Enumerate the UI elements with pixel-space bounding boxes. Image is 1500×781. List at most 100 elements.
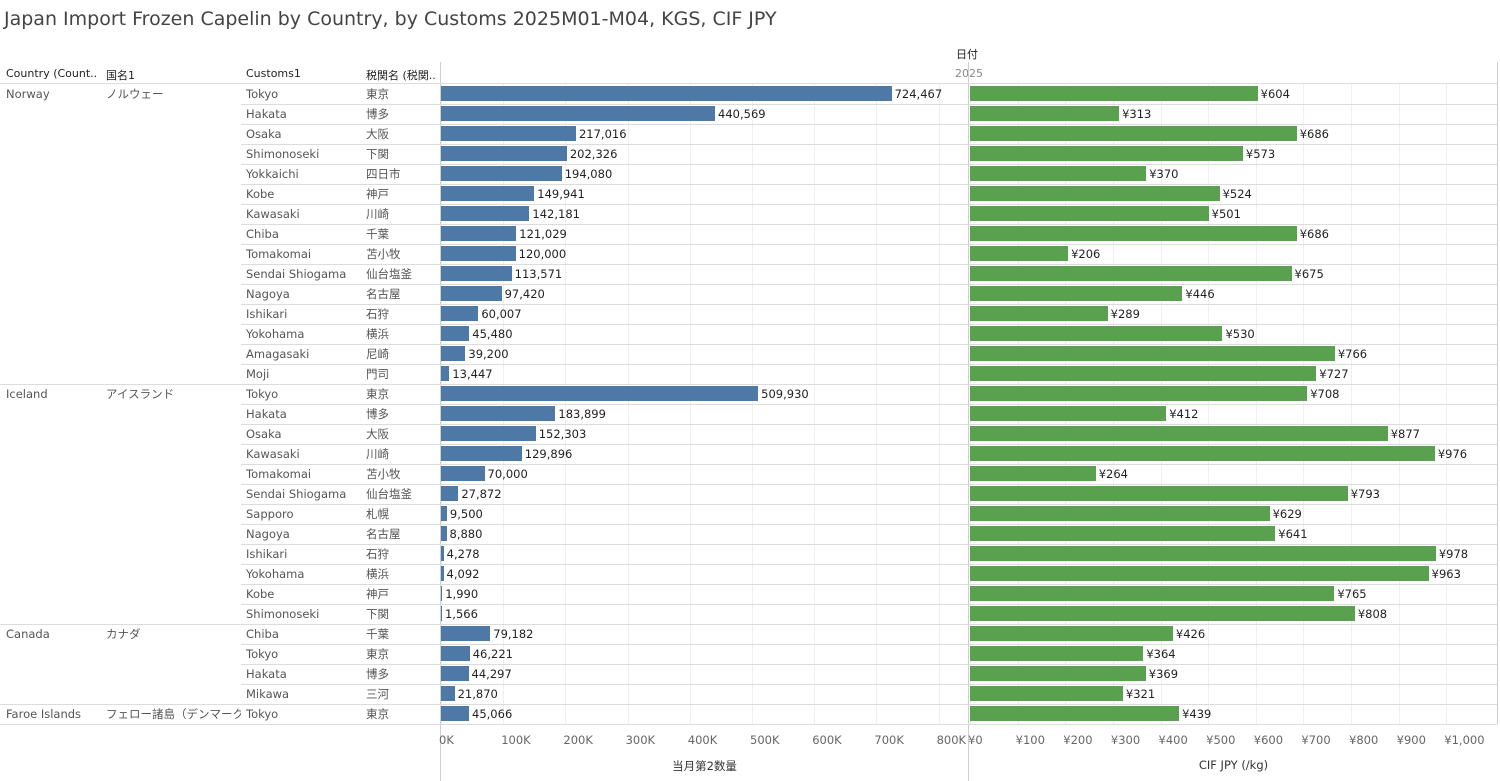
price-bar[interactable] [970, 146, 1243, 161]
customs-label[interactable]: Kobe [246, 187, 275, 201]
price-bar[interactable] [970, 486, 1348, 501]
price-bar[interactable] [970, 126, 1297, 141]
price-bar[interactable] [970, 646, 1144, 661]
price-bar[interactable] [970, 226, 1297, 241]
customs-label[interactable]: Moji [246, 367, 270, 381]
customs-label[interactable]: Kobe [246, 587, 275, 601]
price-bar[interactable] [970, 326, 1223, 341]
quantity-bar[interactable] [441, 246, 516, 261]
quantity-bar[interactable] [441, 486, 459, 501]
customs-label[interactable]: Nagoya [246, 527, 290, 541]
price-bar[interactable] [970, 306, 1108, 321]
customs-label[interactable]: Tokyo [246, 647, 279, 661]
customs-label[interactable]: Osaka [246, 127, 282, 141]
customs-label[interactable]: Tomakomai [246, 247, 312, 261]
quantity-bar[interactable] [441, 366, 450, 381]
customs-label[interactable]: Ishikari [246, 547, 288, 561]
customs-label[interactable]: Amagasaki [246, 347, 310, 361]
quantity-bar[interactable] [441, 526, 447, 541]
price-bar[interactable] [970, 606, 1355, 621]
customs-label[interactable]: Shimonoseki [246, 147, 320, 161]
customs-label[interactable]: Tokyo [246, 707, 279, 721]
customs-label[interactable]: Sendai Shiogama [246, 267, 347, 281]
price-bar[interactable] [970, 346, 1335, 361]
price-bar[interactable] [970, 686, 1123, 701]
quantity-bar[interactable] [441, 306, 479, 321]
quantity-bar[interactable] [441, 286, 502, 301]
price-bar[interactable] [970, 266, 1292, 281]
customs-label[interactable]: Hakata [246, 407, 287, 421]
quantity-bar[interactable] [441, 226, 517, 241]
price-bar[interactable] [970, 446, 1435, 461]
customs-label[interactable]: Kawasaki [246, 447, 300, 461]
price-bar[interactable] [970, 566, 1429, 581]
customs-label[interactable]: Ishikari [246, 307, 288, 321]
quantity-bar[interactable] [441, 706, 470, 721]
quantity-bar[interactable] [441, 506, 447, 521]
customs-label[interactable]: Tomakomai [246, 467, 312, 481]
quantity-bar[interactable] [441, 646, 470, 661]
quantity-bar[interactable] [441, 206, 530, 221]
quantity-bar[interactable] [441, 346, 466, 361]
price-bar[interactable] [970, 86, 1258, 101]
customs-label[interactable]: Chiba [246, 627, 279, 641]
price-bar[interactable] [970, 386, 1308, 401]
quantity-bar[interactable] [441, 106, 716, 121]
customs-label[interactable]: Kawasaki [246, 207, 300, 221]
price-bar[interactable] [970, 166, 1147, 181]
quantity-bar[interactable] [441, 266, 512, 281]
quantity-bar[interactable] [441, 586, 443, 601]
price-bar[interactable] [970, 366, 1317, 381]
price-bar[interactable] [970, 506, 1270, 521]
price-bar[interactable] [970, 246, 1069, 261]
price-bar[interactable] [970, 466, 1096, 481]
customs-label[interactable]: Sendai Shiogama [246, 487, 347, 501]
quantity-bar[interactable] [441, 166, 562, 181]
price-bar[interactable] [970, 106, 1120, 121]
quantity-bar[interactable] [441, 566, 444, 581]
quantity-bar[interactable] [441, 86, 892, 101]
quantity-bar[interactable] [441, 186, 535, 201]
price-bar[interactable] [970, 286, 1183, 301]
customs-label[interactable]: Tokyo [246, 87, 279, 101]
customs-label[interactable]: Hakata [246, 107, 287, 121]
price-bar[interactable] [970, 666, 1146, 681]
quantity-bar[interactable] [441, 326, 470, 341]
price-bar[interactable] [970, 406, 1167, 421]
quantity-bar[interactable] [441, 686, 455, 701]
quantity-bar[interactable] [441, 606, 442, 621]
customs-label[interactable]: Mikawa [246, 687, 290, 701]
header-customs-jp[interactable]: 税関名 (税関.. [366, 69, 436, 82]
customs-label[interactable]: Yokohama [246, 567, 305, 581]
customs-label[interactable]: Shimonoseki [246, 607, 320, 621]
header-country-jp[interactable]: 国名1 [106, 69, 135, 82]
price-bar[interactable] [970, 586, 1335, 601]
price-bar[interactable] [970, 206, 1209, 221]
customs-label[interactable]: Sapporo [246, 507, 294, 521]
quantity-bar[interactable] [441, 426, 536, 441]
quantity-bar[interactable] [441, 546, 444, 561]
quantity-bar[interactable] [441, 666, 469, 681]
customs-label[interactable]: Yokohama [246, 327, 305, 341]
price-bar[interactable] [970, 426, 1388, 441]
price-bar[interactable] [970, 186, 1220, 201]
header-customs[interactable]: Customs1 [246, 67, 301, 80]
quantity-bar[interactable] [441, 446, 522, 461]
header-country[interactable]: Country (Count.. [6, 67, 98, 80]
customs-label[interactable]: Chiba [246, 227, 279, 241]
customs-label[interactable]: Yokkaichi [246, 167, 299, 181]
customs-label[interactable]: Osaka [246, 427, 282, 441]
quantity-bar[interactable] [441, 146, 567, 161]
quantity-bar[interactable] [441, 626, 491, 641]
quantity-bar[interactable] [441, 126, 576, 141]
customs-label[interactable]: Hakata [246, 667, 287, 681]
price-bar[interactable] [970, 526, 1276, 541]
price-bar[interactable] [970, 626, 1173, 641]
price-bar[interactable] [970, 706, 1180, 721]
quantity-bar[interactable] [441, 466, 485, 481]
customs-label[interactable]: Nagoya [246, 287, 290, 301]
price-bar[interactable] [970, 546, 1436, 561]
quantity-bar[interactable] [441, 406, 556, 421]
quantity-bar[interactable] [441, 386, 759, 401]
customs-label[interactable]: Tokyo [246, 387, 279, 401]
